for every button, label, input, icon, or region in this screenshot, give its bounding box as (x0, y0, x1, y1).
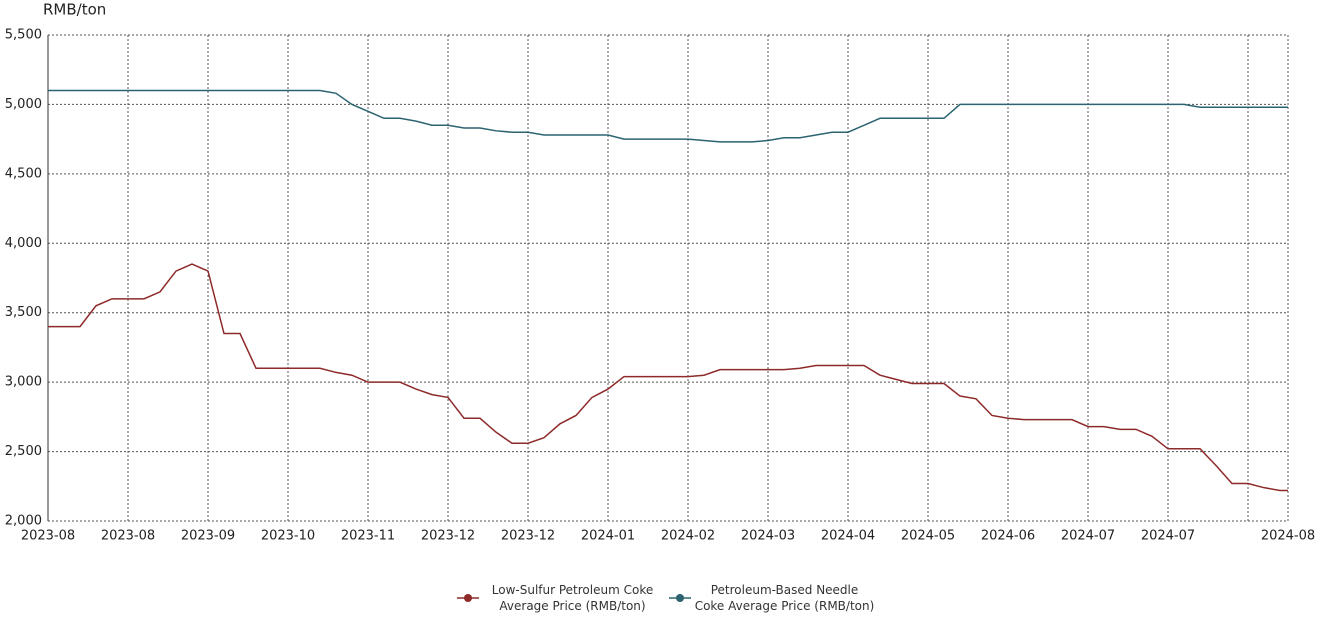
y-tick-label: 4,500 (5, 166, 42, 181)
x-tick-label: 2024-07 (1061, 529, 1115, 544)
x-tick-label: 2023-09 (181, 529, 235, 544)
legend-marker (456, 594, 479, 602)
legend-dot (675, 594, 684, 602)
x-tick-label: 2023-10 (261, 529, 315, 544)
legend: Low-Sulfur Petroleum Coke Average Price … (0, 582, 1331, 614)
chart: RMB/ton 2,000 2,500 3,000 3,500 4,000 4,500 5,… (5, 1, 1315, 544)
x-tick-label: 2024-08 (1261, 529, 1315, 544)
y-tick-label: 4,000 (5, 236, 42, 251)
x-tick-label: 2024-07 (1141, 529, 1195, 544)
x-tick-label: 2023-08 (101, 529, 155, 544)
y-tick-label: 2,000 (5, 514, 42, 529)
x-tick-label: 2023-12 (421, 529, 475, 544)
y-tick-label: 3,000 (5, 375, 42, 390)
x-tick-label: 2024-06 (981, 529, 1035, 544)
y-tick-label: 5,000 (5, 97, 42, 112)
legend-entry: Petroleum-Based Needle Coke Average Pric… (668, 582, 875, 614)
series-line (48, 89, 1288, 143)
x-tick-label: 2023-08 (21, 529, 75, 544)
y-tick-label: 3,500 (5, 305, 42, 320)
x-tick-label: 2024-04 (821, 529, 875, 544)
legend-label: Low-Sulfur Petroleum Coke Average Price … (491, 583, 654, 613)
y-tick-label: 2,500 (5, 444, 42, 459)
x-tick-label: 2024-02 (661, 529, 715, 544)
x-tick-label: 2023-12 (501, 529, 555, 544)
y-tick-label: 5,500 (5, 28, 42, 43)
legend-entry: Low-Sulfur Petroleum Coke Average Price … (456, 582, 663, 614)
x-tick-label: 2024-05 (901, 529, 955, 544)
x-tick-label: 2023-11 (341, 529, 395, 544)
legend-marker (668, 594, 691, 602)
x-tick-label: 2024-03 (741, 529, 795, 544)
legend-label: Petroleum-Based Needle Coke Average Pric… (694, 583, 875, 613)
y-axis-label: RMB/ton (43, 1, 106, 19)
series-line (48, 263, 1288, 492)
legend-dot (463, 594, 472, 602)
x-tick-label: 2024-01 (581, 529, 635, 544)
